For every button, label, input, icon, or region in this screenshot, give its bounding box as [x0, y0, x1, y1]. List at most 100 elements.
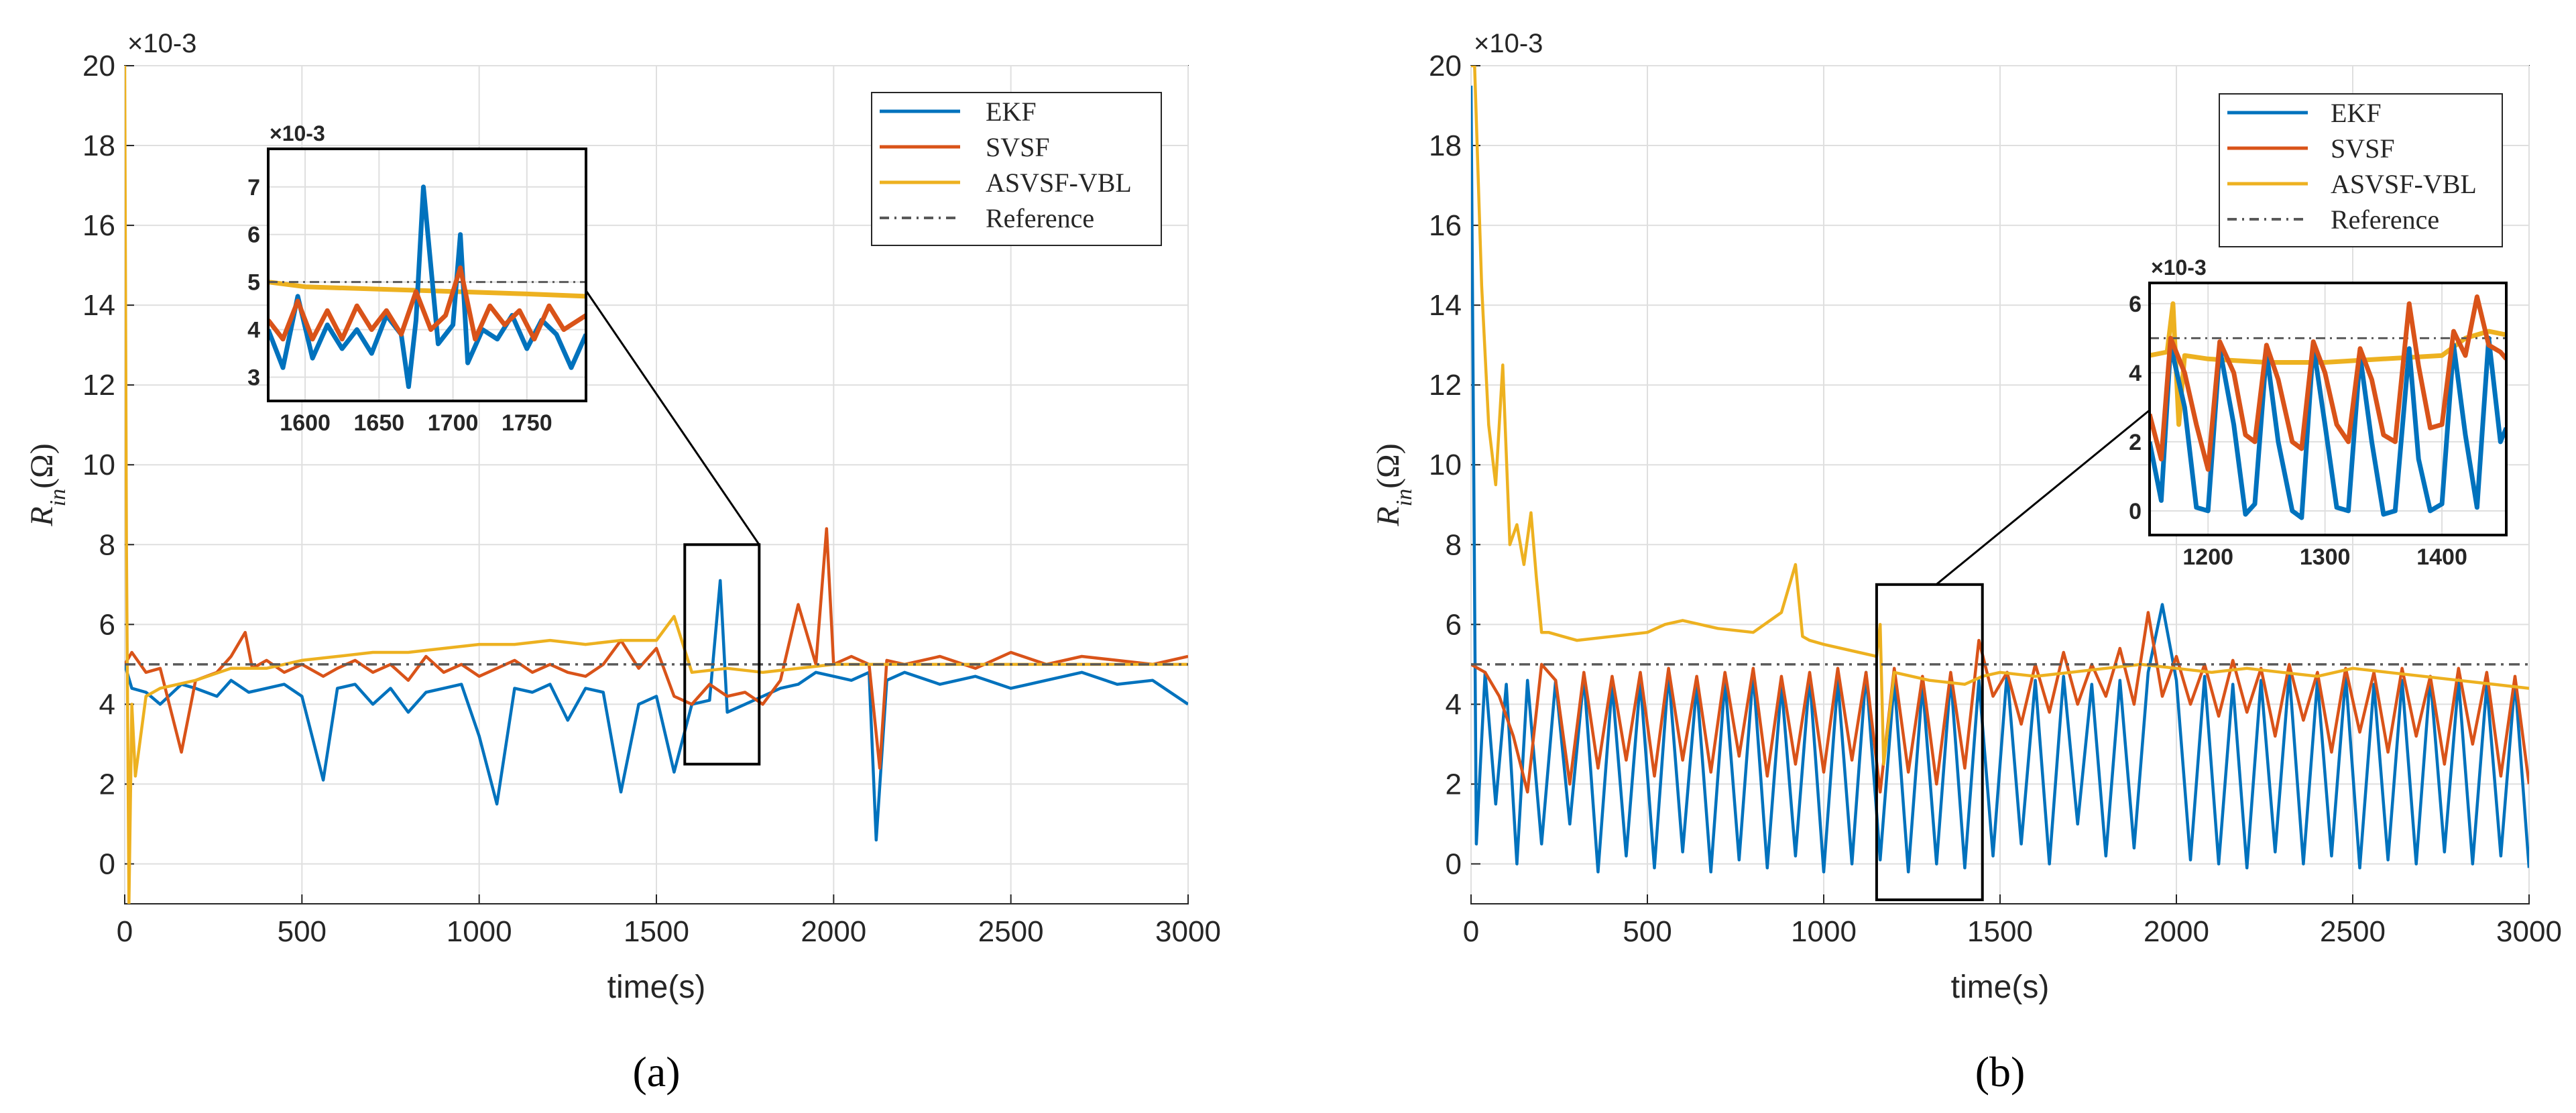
legend-label-svsf: SVSF: [2331, 133, 2395, 164]
y-tick-label: 12: [1429, 369, 1462, 402]
y-tick-label: 20: [82, 50, 115, 82]
series-ekf: [1471, 85, 2529, 874]
svg-text:Rin(Ω): Rin(Ω): [24, 443, 70, 526]
zoom-box: [683, 543, 761, 766]
y-tick-label: 16: [82, 209, 115, 242]
y-label-unit: (Ω): [24, 443, 60, 489]
inset-y-multiplier: ×10-3: [270, 121, 325, 145]
inset: 1200 1300 1400 0 2 4 6 ×10-3: [2129, 255, 2508, 570]
inset-frame: [267, 148, 587, 402]
y-tick-label: 14: [1429, 289, 1462, 322]
y-tick-label: 2: [1446, 768, 1462, 801]
svg-text:Rin(Ω): Rin(Ω): [1370, 443, 1417, 526]
y-tick-label: 6: [99, 608, 115, 641]
inset-grid: [268, 149, 586, 401]
inset-x-tick-label: 1200: [2182, 544, 2233, 570]
inset-x-tick-label: 1750: [502, 410, 552, 436]
y-tick-label: 10: [1429, 449, 1462, 481]
inset-x-tick-label: 1650: [354, 410, 405, 436]
legend-label-ekf: EKF: [2331, 98, 2382, 128]
y-tick-label: 6: [1446, 608, 1462, 641]
series-asvsf-vbl: [1471, 66, 2529, 766]
series-svsf: [1471, 611, 2529, 794]
inset-x-tick-label: 1400: [2416, 544, 2467, 570]
x-tick-label: 1000: [1791, 915, 1857, 948]
y-tick-label: 14: [82, 289, 115, 322]
inset-series-svsf: [2150, 294, 2506, 472]
y-tick-label: 4: [1446, 688, 1462, 721]
y-tick-label: 18: [82, 129, 115, 162]
inset-background: [2150, 283, 2506, 535]
y-label-sub: in: [46, 489, 70, 506]
x-tick-label: 500: [278, 915, 327, 948]
inset-series-layer: [2150, 294, 2506, 520]
inset-y-tick-label: 3: [247, 365, 260, 391]
y-tick-label: 8: [1446, 528, 1462, 561]
zoom-box: [1875, 583, 1984, 902]
y-multiplier: ×10-3: [1474, 29, 1543, 58]
legend-label-asvsf: ASVSF-VBL: [986, 168, 1132, 198]
legend: EKF SVSF ASVSF-VBL Reference: [2219, 93, 2503, 247]
y-tick-label: 2: [99, 768, 115, 801]
x-tick-label: 2000: [2144, 915, 2209, 948]
x-tick-label: 1500: [624, 915, 689, 948]
inset-y-ticks: 3 4 5 6 7: [247, 175, 260, 391]
y-tick-label: 10: [82, 449, 115, 481]
x-tick-label: 1000: [447, 915, 512, 948]
x-tick-label: 3000: [1155, 915, 1221, 948]
inset-frame: [2148, 282, 2508, 536]
y-tick-label: 0: [99, 847, 115, 880]
x-tick-label: 2500: [978, 915, 1044, 948]
inset-series-svsf: [268, 265, 586, 342]
x-ticks: 0 500 1000 1500 2000 2500 3000: [117, 894, 1221, 948]
y-tick-label: 16: [1429, 209, 1462, 242]
x-tick-label: 0: [1463, 915, 1479, 948]
inset-y-tick-label: 0: [2129, 499, 2142, 524]
inset-y-tick-label: 5: [247, 270, 260, 296]
inset-y-tick-label: 6: [247, 223, 260, 248]
y-tick-label: 4: [99, 688, 115, 721]
x-tick-label: 500: [1623, 915, 1672, 948]
inset-x-tick-label: 1600: [280, 410, 331, 436]
y-label-main: R: [1370, 506, 1406, 526]
x-ticks: 0 500 1000 1500 2000 2500 3000: [1463, 894, 2562, 948]
y-tick-label: 12: [82, 369, 115, 402]
x-tick-label: 2500: [2320, 915, 2386, 948]
legend-label-asvsf: ASVSF-VBL: [2331, 169, 2477, 199]
y-tick-label: 0: [1446, 847, 1462, 880]
x-axis-label: time(s): [1951, 970, 2050, 1005]
x-tick-label: 3000: [2496, 915, 2562, 948]
y-ticks: 0 2 4 6 8 10 12 14 16 18 20: [1429, 50, 1480, 880]
y-multiplier: ×10-3: [127, 29, 196, 58]
inset-x-ticks: 1600 1650 1700 1750: [280, 410, 552, 436]
legend-box: [871, 92, 1162, 246]
legend-label-svsf: SVSF: [986, 132, 1050, 162]
series-layer: [1471, 66, 2529, 874]
inset-y-ticks: 0 2 4 6: [2129, 292, 2142, 524]
inset-background: [268, 149, 586, 401]
y-tick-label: 8: [99, 528, 115, 561]
y-tick-label: 20: [1429, 50, 1462, 82]
series-svsf: [125, 527, 1188, 770]
legend-label-ekf: EKF: [986, 97, 1037, 127]
y-tick-label: 18: [1429, 129, 1462, 162]
inset-y-tick-label: 6: [2129, 292, 2142, 317]
legend-box: [2219, 93, 2503, 247]
x-axis-label: time(s): [607, 970, 706, 1005]
legend-label-reference: Reference: [2331, 204, 2439, 235]
y-label-sub: in: [1392, 489, 1417, 506]
caption-b: (b): [1975, 1048, 2026, 1096]
x-tick-label: 1500: [1967, 915, 2033, 948]
panel-a: 0 500 1000 1500 2000 2500 3000 0 2 4 6 8 10 12 14 16 18…: [24, 29, 1221, 1096]
y-axis-label: Rin(Ω): [24, 443, 70, 526]
x-tick-label: 2000: [801, 915, 866, 948]
y-label-unit: (Ω): [1370, 443, 1406, 489]
zoom-connector: [574, 274, 760, 546]
zoom-connector: [1935, 402, 2158, 585]
inset: 1600 1650 1700 1750 3 4 5 6 7 ×10-3: [247, 121, 587, 436]
y-label-main: R: [24, 506, 60, 526]
legend-label-reference: Reference: [986, 203, 1094, 233]
inset-x-tick-label: 1300: [2300, 544, 2351, 570]
y-axis-label: Rin(Ω): [1370, 443, 1417, 526]
